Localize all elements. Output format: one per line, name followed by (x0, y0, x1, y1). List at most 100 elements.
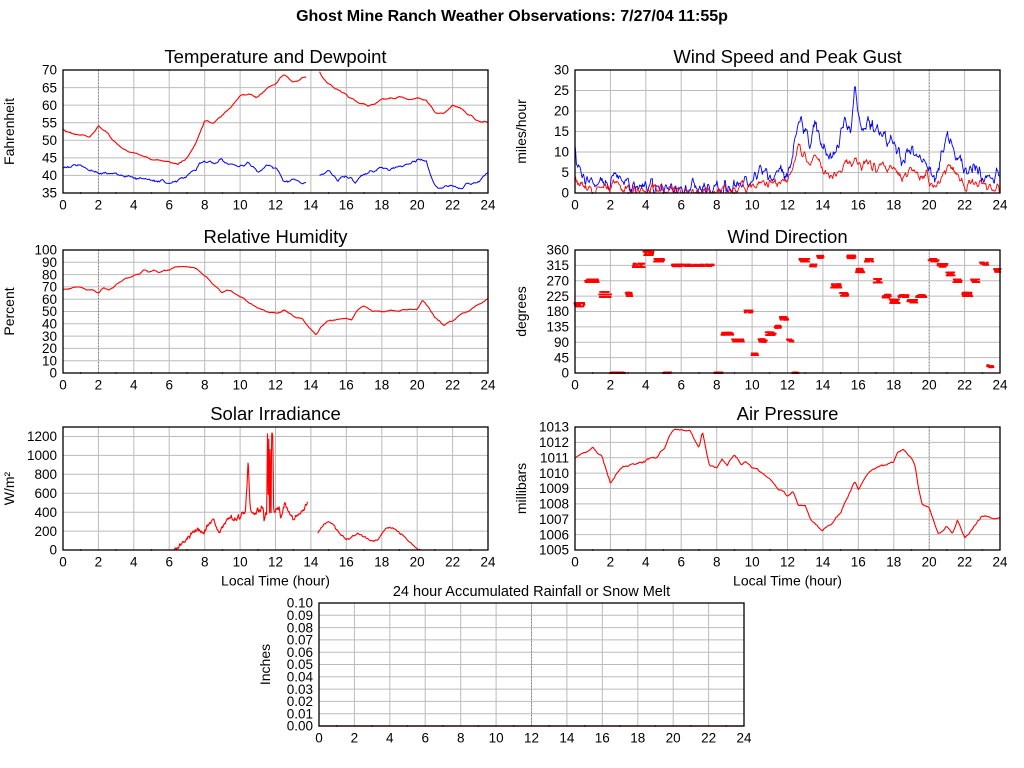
svg-text:180: 180 (546, 304, 569, 319)
svg-text:800: 800 (34, 467, 57, 482)
svg-text:Wind Direction: Wind Direction (727, 226, 847, 247)
svg-text:2: 2 (351, 731, 359, 746)
svg-text:18: 18 (886, 198, 901, 213)
svg-text:135: 135 (546, 320, 569, 335)
svg-text:22: 22 (957, 555, 972, 570)
svg-text:22: 22 (445, 198, 460, 213)
svg-text:12: 12 (268, 378, 283, 393)
svg-text:16: 16 (851, 555, 866, 570)
svg-text:12: 12 (268, 198, 283, 213)
svg-text:22: 22 (445, 378, 460, 393)
svg-text:4: 4 (642, 198, 650, 213)
svg-text:0: 0 (561, 366, 569, 381)
svg-text:25: 25 (554, 83, 569, 98)
svg-text:16: 16 (339, 378, 354, 393)
svg-text:4: 4 (130, 378, 138, 393)
svg-text:8: 8 (201, 555, 209, 570)
svg-text:0: 0 (571, 378, 579, 393)
svg-text:55: 55 (42, 115, 57, 130)
svg-text:4: 4 (130, 555, 138, 570)
svg-text:22: 22 (445, 555, 460, 570)
svg-text:10: 10 (233, 198, 248, 213)
svg-text:22: 22 (957, 378, 972, 393)
svg-text:90: 90 (554, 335, 569, 350)
svg-text:270: 270 (546, 274, 569, 289)
svg-text:1009: 1009 (539, 481, 569, 496)
svg-text:2: 2 (607, 555, 615, 570)
svg-text:4: 4 (642, 555, 650, 570)
svg-text:0: 0 (315, 731, 323, 746)
svg-text:miles/hour: miles/hour (513, 99, 529, 164)
svg-text:0: 0 (59, 198, 67, 213)
svg-text:6: 6 (165, 555, 173, 570)
svg-text:Solar Irradiance: Solar Irradiance (210, 403, 341, 424)
svg-text:2: 2 (607, 378, 615, 393)
svg-text:14: 14 (815, 198, 831, 213)
svg-text:20: 20 (922, 555, 937, 570)
svg-text:20: 20 (922, 198, 937, 213)
svg-text:24: 24 (992, 198, 1008, 213)
svg-text:60: 60 (42, 98, 57, 113)
svg-text:Temperature and Dewpoint: Temperature and Dewpoint (164, 46, 386, 67)
svg-text:1008: 1008 (539, 497, 569, 512)
svg-text:45: 45 (554, 350, 569, 365)
svg-text:1013: 1013 (539, 420, 569, 435)
svg-text:0: 0 (561, 186, 569, 201)
svg-text:1007: 1007 (539, 512, 569, 527)
svg-text:8: 8 (457, 731, 465, 746)
svg-text:Relative Humidity: Relative Humidity (204, 226, 349, 247)
svg-text:12: 12 (780, 555, 795, 570)
svg-text:20: 20 (410, 198, 425, 213)
svg-text:1011: 1011 (540, 451, 569, 466)
svg-text:1200: 1200 (27, 429, 57, 444)
svg-text:Wind Speed and Peak Gust: Wind Speed and Peak Gust (673, 46, 901, 67)
svg-text:225: 225 (546, 289, 569, 304)
svg-text:10: 10 (489, 731, 504, 746)
svg-text:14: 14 (815, 378, 831, 393)
svg-text:12: 12 (524, 731, 539, 746)
svg-text:18: 18 (630, 731, 645, 746)
svg-text:24: 24 (992, 555, 1008, 570)
svg-text:15: 15 (554, 124, 569, 139)
svg-text:24 hour Accumulated Rainfall o: 24 hour Accumulated Rainfall or Snow Mel… (393, 584, 670, 600)
svg-text:65: 65 (42, 80, 57, 95)
svg-text:Percent: Percent (1, 287, 17, 335)
svg-text:360: 360 (546, 243, 569, 258)
svg-text:2: 2 (95, 198, 103, 213)
svg-text:70: 70 (42, 63, 57, 78)
svg-text:14: 14 (303, 378, 319, 393)
svg-text:0.10: 0.10 (287, 596, 313, 611)
svg-text:16: 16 (339, 198, 354, 213)
svg-text:30: 30 (554, 63, 569, 78)
svg-text:6: 6 (165, 378, 173, 393)
svg-text:1005: 1005 (539, 543, 569, 558)
svg-text:24: 24 (480, 555, 496, 570)
svg-text:12: 12 (780, 378, 795, 393)
svg-text:10: 10 (554, 145, 569, 160)
svg-text:200: 200 (34, 524, 57, 539)
svg-text:14: 14 (559, 731, 575, 746)
svg-text:0: 0 (571, 198, 579, 213)
svg-text:35: 35 (42, 186, 57, 201)
svg-text:1000: 1000 (27, 448, 57, 463)
svg-text:millibars: millibars (513, 463, 529, 514)
svg-text:W/m²: W/m² (1, 471, 17, 505)
svg-text:5: 5 (561, 165, 569, 180)
svg-text:4: 4 (130, 198, 138, 213)
svg-text:20: 20 (666, 731, 681, 746)
svg-text:18: 18 (374, 378, 389, 393)
svg-text:18: 18 (886, 378, 901, 393)
svg-text:2: 2 (95, 555, 103, 570)
svg-text:50: 50 (42, 133, 57, 148)
svg-text:16: 16 (339, 555, 354, 570)
svg-text:8: 8 (713, 378, 721, 393)
svg-text:20: 20 (922, 378, 937, 393)
svg-text:18: 18 (374, 555, 389, 570)
svg-text:10: 10 (745, 198, 760, 213)
svg-text:20: 20 (554, 104, 569, 119)
svg-text:0: 0 (571, 555, 579, 570)
svg-text:0: 0 (59, 555, 67, 570)
svg-text:12: 12 (780, 198, 795, 213)
svg-text:16: 16 (595, 731, 610, 746)
svg-text:Inches: Inches (257, 644, 273, 685)
